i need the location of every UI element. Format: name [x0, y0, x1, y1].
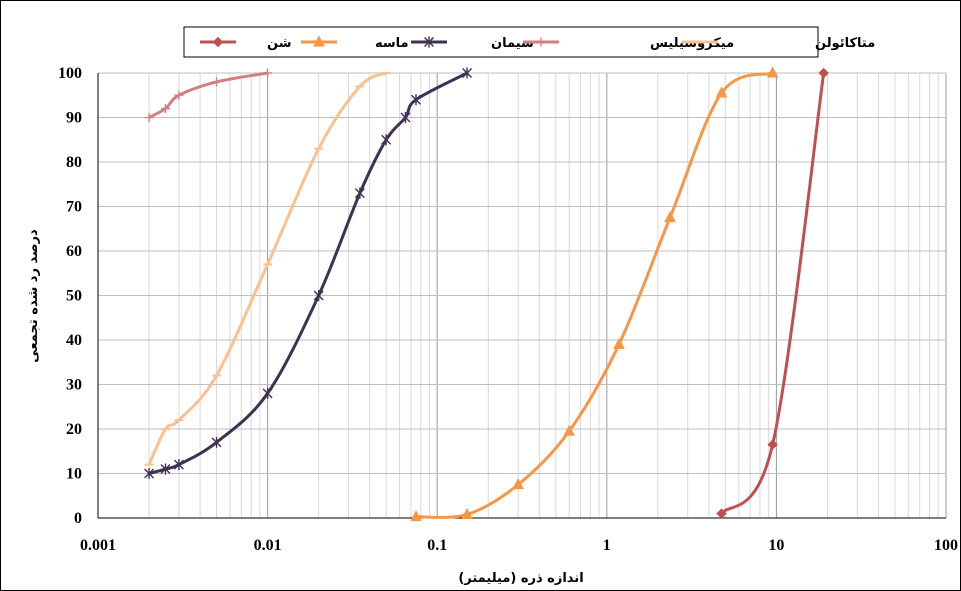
legend-label: ماسه — [375, 36, 409, 51]
data-point — [144, 468, 155, 479]
data-point — [613, 337, 625, 349]
series-line — [147, 71, 387, 466]
series-2 — [144, 67, 473, 479]
legend-item-0: شن — [200, 36, 291, 51]
y-tick-label: 30 — [66, 377, 82, 394]
x-tick-label: 1 — [603, 537, 611, 554]
y-tick-label: 60 — [66, 243, 82, 260]
y-axis-title: درصد رد شده تجمعی — [26, 229, 41, 363]
tick-labels: 0 10 20 30 40 50 60 70 80 90 100 0.001 0.01 0.1 1 10 100 — [58, 65, 958, 554]
y-tick-label: 50 — [66, 288, 82, 305]
data-point — [174, 90, 184, 100]
data-point — [715, 86, 728, 98]
y-tick-label: 70 — [66, 199, 82, 216]
y-tick-label: 100 — [58, 65, 82, 82]
legend-marker — [424, 36, 434, 48]
data-point — [160, 463, 171, 475]
legend-marker — [313, 35, 325, 47]
data-point — [716, 508, 727, 519]
data-point — [381, 134, 392, 146]
y-tick-label: 80 — [66, 154, 82, 171]
x-tick-label: 100 — [934, 537, 958, 554]
data-point — [313, 290, 324, 301]
legend-item-4: متاکائولن — [682, 36, 875, 51]
data-point — [354, 187, 365, 199]
x-tick-label: 0.001 — [80, 537, 116, 554]
series-layer — [144, 66, 829, 522]
series-3 — [144, 68, 273, 122]
data-point — [400, 112, 411, 123]
data-point — [461, 507, 473, 519]
data-point — [767, 439, 778, 450]
series-line — [415, 71, 774, 519]
data-point — [411, 94, 422, 106]
grid — [97, 72, 947, 519]
series-1 — [410, 66, 779, 522]
legend-label: سیمان — [491, 36, 534, 51]
data-point — [766, 66, 779, 78]
y-tick-label: 0 — [74, 510, 82, 527]
axes — [97, 73, 946, 519]
legend-item-1: ماسه — [301, 35, 409, 51]
legend-label: متاکائولن — [815, 36, 875, 51]
data-point — [263, 68, 273, 78]
data-point — [212, 77, 222, 87]
x-tick-label: 0.01 — [254, 537, 282, 554]
series-4 — [144, 71, 391, 466]
data-point — [410, 510, 422, 522]
legend-label: شن — [267, 36, 291, 51]
legend-marker — [536, 37, 546, 47]
data-point — [144, 113, 154, 122]
y-tick-label: 90 — [66, 110, 82, 127]
legend-marker — [212, 36, 224, 48]
series-line — [148, 71, 268, 119]
data-point — [173, 459, 184, 471]
data-point — [563, 424, 576, 436]
series-line — [148, 71, 468, 475]
data-point — [262, 387, 273, 399]
data-point — [664, 211, 676, 223]
series-0 — [716, 67, 829, 519]
data-point — [211, 436, 222, 448]
data-point — [160, 104, 170, 114]
x-tick-label: 10 — [768, 537, 784, 554]
legend-item-2: سیمان — [411, 36, 534, 51]
x-tick-label: 0.1 — [427, 537, 447, 554]
legend: شنماسهسیمانمیکروسیلیسمتاکائولن — [183, 26, 875, 58]
x-axis-title: اندازه ذره (میلیمتر) — [458, 571, 583, 586]
data-point — [512, 478, 524, 490]
y-tick-label: 20 — [66, 421, 82, 438]
data-point — [818, 67, 829, 79]
data-point — [462, 67, 473, 79]
y-tick-label: 40 — [66, 332, 82, 349]
y-tick-label: 10 — [66, 466, 82, 483]
legend-box — [183, 26, 819, 58]
series-line — [720, 72, 826, 515]
